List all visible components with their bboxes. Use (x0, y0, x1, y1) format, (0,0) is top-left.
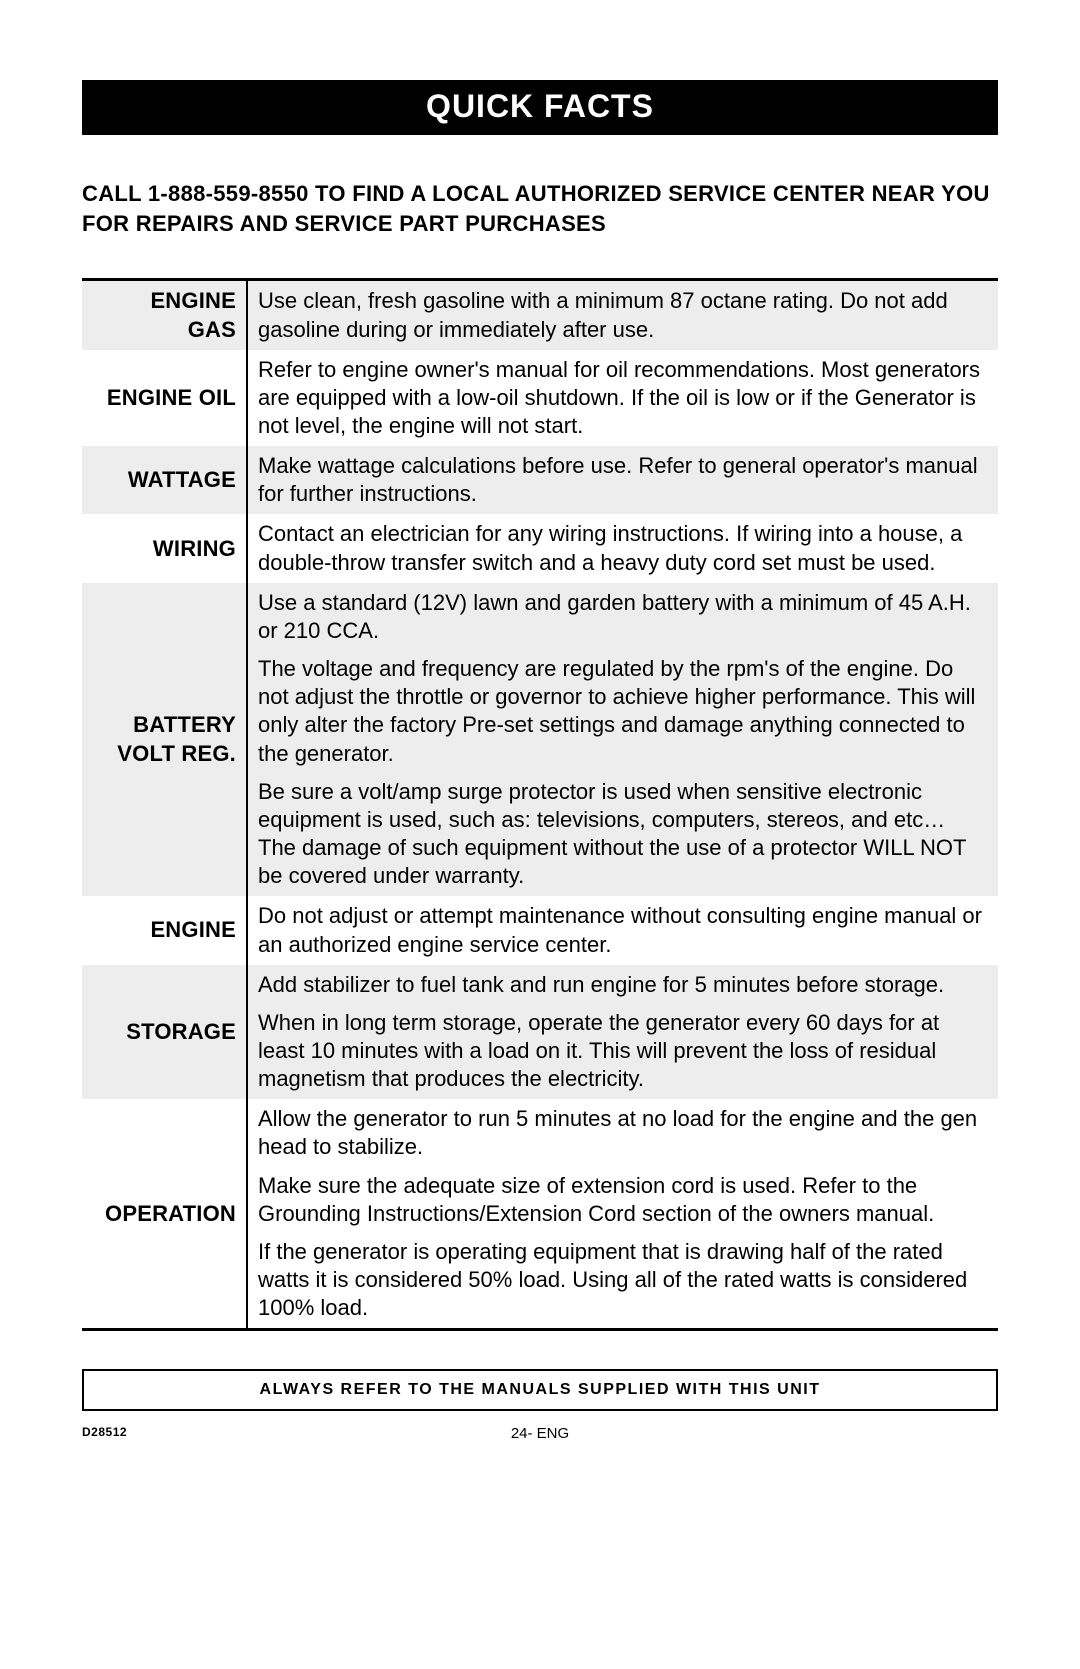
page-number: 24- ENG (511, 1425, 569, 1442)
title-bar: QUICK FACTS (82, 80, 998, 135)
row-value: Refer to engine owner's manual for oil r… (247, 350, 998, 446)
row-paragraph: Allow the generator to run 5 minutes at … (258, 1105, 986, 1161)
table-row: STORAGE Add stabilizer to fuel tank and r… (82, 965, 998, 1100)
row-label: ENGINE (82, 896, 247, 964)
row-label: OPERATION (82, 1099, 247, 1330)
call-text: CALL 1-888-559-8550 TO FIND A LOCAL AUTH… (82, 179, 998, 238)
row-value: Use clean, fresh gasoline with a minimum… (247, 280, 998, 350)
page-title: QUICK FACTS (426, 88, 654, 124)
doc-code: D28512 (82, 1425, 127, 1439)
row-value: Contact an electrician for any wiring in… (247, 514, 998, 582)
row-label: ENGINEGAS (82, 280, 247, 350)
table-row: OPERATIONAllow the generator to run 5 mi… (82, 1099, 998, 1330)
row-value: Make wattage calculations before use. Re… (247, 446, 998, 514)
row-paragraph: Make sure the adequate size of extension… (258, 1172, 986, 1228)
row-paragraph: Make wattage calculations before use. Re… (258, 452, 986, 508)
facts-table: ENGINEGASUse clean, fresh gasoline with … (82, 278, 998, 1331)
row-label: WIRING (82, 514, 247, 582)
row-paragraph: Use clean, fresh gasoline with a minimum… (258, 287, 986, 343)
table-row: WIRINGContact an electrician for any wir… (82, 514, 998, 582)
row-paragraph: When in long term storage, operate the g… (258, 1009, 986, 1093)
row-label: BATTERYVOLT REG. (82, 583, 247, 897)
row-paragraph: Use a standard (12V) lawn and garden bat… (258, 589, 986, 645)
row-paragraph: Be sure a volt/amp surge protector is us… (258, 778, 986, 891)
table-row: ENGINEDo not adjust or attempt maintenan… (82, 896, 998, 964)
table-row: ENGINEGASUse clean, fresh gasoline with … (82, 280, 998, 350)
row-label: WATTAGE (82, 446, 247, 514)
row-paragraph: Refer to engine owner's manual for oil r… (258, 356, 986, 440)
row-paragraph: Add stabilizer to fuel tank and run engi… (258, 971, 986, 999)
table-row: BATTERYVOLT REG.Use a standard (12V) law… (82, 583, 998, 897)
footer-note-box: ALWAYS REFER TO THE MANUALS SUPPLIED WIT… (82, 1369, 998, 1411)
row-paragraph: Do not adjust or attempt maintenance wit… (258, 902, 986, 958)
facts-tbody: ENGINEGASUse clean, fresh gasoline with … (82, 280, 998, 1330)
row-value: Add stabilizer to fuel tank and run engi… (247, 965, 998, 1100)
bottom-row: D28512 24- ENG (82, 1425, 998, 1445)
row-paragraph: If the generator is operating equipment … (258, 1238, 986, 1322)
table-row: WATTAGEMake wattage calculations before … (82, 446, 998, 514)
row-value: Do not adjust or attempt maintenance wit… (247, 896, 998, 964)
row-value: Use a standard (12V) lawn and garden bat… (247, 583, 998, 897)
footer-note: ALWAYS REFER TO THE MANUALS SUPPLIED WIT… (260, 1381, 821, 1398)
row-paragraph: Contact an electrician for any wiring in… (258, 520, 986, 576)
row-value: Allow the generator to run 5 minutes at … (247, 1099, 998, 1330)
table-row: ENGINE OILRefer to engine owner's manual… (82, 350, 998, 446)
row-label: ENGINE OIL (82, 350, 247, 446)
page: QUICK FACTS CALL 1-888-559-8550 TO FIND … (0, 0, 1080, 1669)
row-label: STORAGE (82, 965, 247, 1100)
row-paragraph: The voltage and frequency are regulated … (258, 655, 986, 768)
